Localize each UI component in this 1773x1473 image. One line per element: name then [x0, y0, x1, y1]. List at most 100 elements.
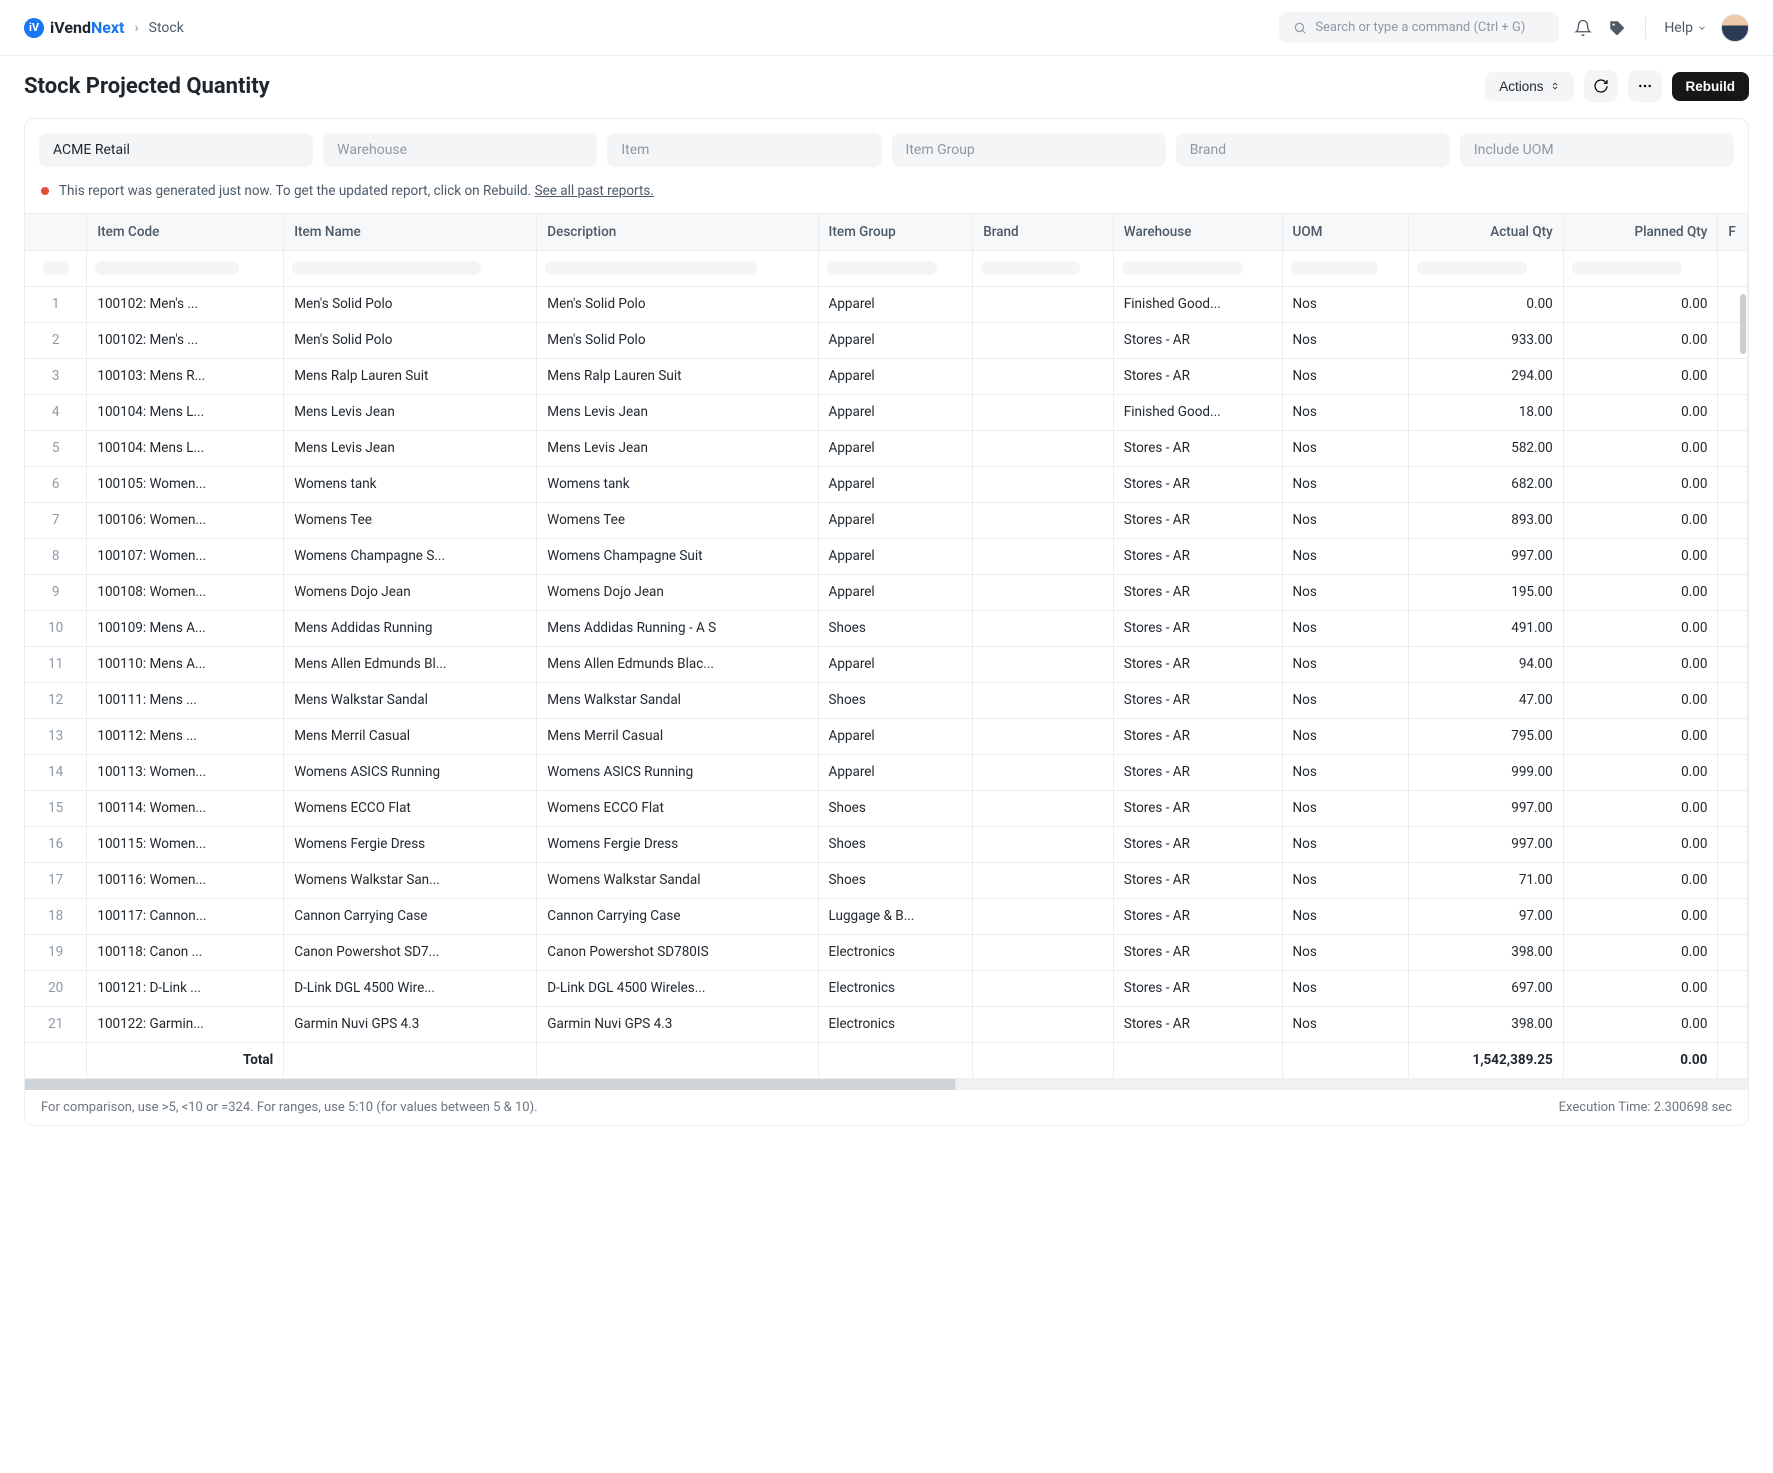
cell: Stores - AR [1113, 430, 1282, 466]
cell: 100122: Garmin... [87, 1006, 284, 1042]
cell: Mens Addidas Running [284, 610, 537, 646]
column-filter[interactable] [818, 250, 973, 286]
cell: D-Link DGL 4500 Wireles... [537, 970, 818, 1006]
table-row[interactable]: 17100116: Women...Womens Walkstar San...… [25, 862, 1748, 898]
col-header[interactable]: UOM [1282, 214, 1409, 250]
table-row[interactable]: 4100104: Mens L...Mens Levis JeanMens Le… [25, 394, 1748, 430]
updown-icon [1550, 81, 1560, 91]
horizontal-scrollbar[interactable] [25, 1078, 1748, 1090]
cell: 933.00 [1409, 322, 1564, 358]
cell: 100103: Mens R... [87, 358, 284, 394]
cell: Stores - AR [1113, 538, 1282, 574]
avatar[interactable] [1721, 14, 1749, 42]
cell [973, 826, 1114, 862]
bell-icon[interactable] [1573, 18, 1593, 38]
column-filter[interactable] [87, 250, 284, 286]
table-row[interactable]: 11100110: Mens A...Mens Allen Edmunds Bl… [25, 646, 1748, 682]
column-filter[interactable] [973, 250, 1114, 286]
table-row[interactable]: 1100102: Men's ...Men's Solid PoloMen's … [25, 286, 1748, 322]
help-menu[interactable]: Help [1664, 20, 1707, 36]
table-row[interactable]: 8100107: Women...Womens Champagne S...Wo… [25, 538, 1748, 574]
table-row[interactable]: 9100108: Women...Womens Dojo JeanWomens … [25, 574, 1748, 610]
actions-button[interactable]: Actions [1485, 72, 1573, 101]
cell: Mens Walkstar Sandal [537, 682, 818, 718]
filter-3[interactable]: Item Group [892, 133, 1166, 167]
column-filter[interactable] [1113, 250, 1282, 286]
cell: Nos [1282, 790, 1409, 826]
tag-icon[interactable] [1607, 18, 1627, 38]
table-row[interactable]: 12100111: Mens ...Mens Walkstar SandalMe… [25, 682, 1748, 718]
cell: Finished Good... [1113, 394, 1282, 430]
col-header[interactable]: Description [537, 214, 818, 250]
logo[interactable]: iV iVendNext [24, 18, 124, 38]
table-row[interactable]: 16100115: Women...Womens Fergie DressWom… [25, 826, 1748, 862]
filter-4[interactable]: Brand [1176, 133, 1450, 167]
filter-0[interactable]: ACME Retail [39, 133, 313, 167]
table-row[interactable]: 2100102: Men's ...Men's Solid PoloMen's … [25, 322, 1748, 358]
table-row[interactable]: 21100122: Garmin...Garmin Nuvi GPS 4.3Ga… [25, 1006, 1748, 1042]
table-row[interactable]: 5100104: Mens L...Mens Levis JeanMens Le… [25, 430, 1748, 466]
cell: Shoes [818, 610, 973, 646]
cell: 0.00 [1563, 322, 1718, 358]
cell: Apparel [818, 646, 973, 682]
cell: Womens Tee [284, 502, 537, 538]
table-row[interactable]: 14100113: Women...Womens ASICS RunningWo… [25, 754, 1748, 790]
cell: 0.00 [1563, 790, 1718, 826]
table-row[interactable]: 3100103: Mens R...Mens Ralp Lauren SuitM… [25, 358, 1748, 394]
filter-2[interactable]: Item [607, 133, 881, 167]
cell: Shoes [818, 826, 973, 862]
table-row[interactable]: 6100105: Women...Womens tankWomens tankA… [25, 466, 1748, 502]
table-row[interactable]: 7100106: Women...Womens TeeWomens TeeApp… [25, 502, 1748, 538]
cell [973, 610, 1114, 646]
cell: 0.00 [1563, 754, 1718, 790]
table-row[interactable]: 15100114: Women...Womens ECCO FlatWomens… [25, 790, 1748, 826]
table-row[interactable]: 13100112: Mens ...Mens Merril CasualMens… [25, 718, 1748, 754]
more-button[interactable] [1628, 70, 1662, 102]
table-row[interactable]: 19100118: Canon ...Canon Powershot SD7..… [25, 934, 1748, 970]
cell: Nos [1282, 322, 1409, 358]
cell: Nos [1282, 754, 1409, 790]
col-header[interactable]: Actual Qty [1409, 214, 1564, 250]
cell: 398.00 [1409, 1006, 1564, 1042]
column-filter[interactable] [537, 250, 818, 286]
column-filter[interactable] [1563, 250, 1718, 286]
cell: Apparel [818, 430, 973, 466]
cell: 0.00 [1563, 286, 1718, 322]
rebuild-button[interactable]: Rebuild [1672, 72, 1750, 101]
cell: Stores - AR [1113, 646, 1282, 682]
cell [973, 502, 1114, 538]
col-header[interactable]: Warehouse [1113, 214, 1282, 250]
cell: Apparel [818, 394, 973, 430]
col-header[interactable]: Brand [973, 214, 1114, 250]
cell: 0.00 [1563, 394, 1718, 430]
col-header[interactable]: Item Group [818, 214, 973, 250]
filter-1[interactable]: Warehouse [323, 133, 597, 167]
cell: 997.00 [1409, 538, 1564, 574]
column-filter[interactable] [1282, 250, 1409, 286]
col-header[interactable]: Planned Qty [1563, 214, 1718, 250]
cell: 100102: Men's ... [87, 286, 284, 322]
col-header[interactable]: Item Name [284, 214, 537, 250]
cell [973, 466, 1114, 502]
filter-5[interactable]: Include UOM [1460, 133, 1734, 167]
cell: Finished Good... [1113, 286, 1282, 322]
notice-link[interactable]: See all past reports. [535, 183, 654, 199]
table-row[interactable]: 10100109: Mens A...Mens Addidas RunningM… [25, 610, 1748, 646]
cell: 997.00 [1409, 790, 1564, 826]
vertical-scrollbar[interactable] [1740, 294, 1746, 354]
column-filter[interactable] [1409, 250, 1564, 286]
actions-label: Actions [1499, 79, 1543, 94]
search-input[interactable]: Search or type a command (Ctrl + G) [1279, 12, 1559, 43]
table-row[interactable]: 18100117: Cannon...Cannon Carrying CaseC… [25, 898, 1748, 934]
notice-text: This report was generated just now. To g… [59, 183, 531, 199]
cell: Stores - AR [1113, 502, 1282, 538]
table-row[interactable]: 20100121: D-Link ...D-Link DGL 4500 Wire… [25, 970, 1748, 1006]
cell: 100116: Women... [87, 862, 284, 898]
col-header[interactable]: Item Code [87, 214, 284, 250]
cell: 0.00 [1563, 538, 1718, 574]
refresh-button[interactable] [1584, 70, 1618, 102]
breadcrumb[interactable]: Stock [149, 20, 184, 36]
cell: 0.00 [1563, 898, 1718, 934]
cell: 100117: Cannon... [87, 898, 284, 934]
column-filter[interactable] [284, 250, 537, 286]
